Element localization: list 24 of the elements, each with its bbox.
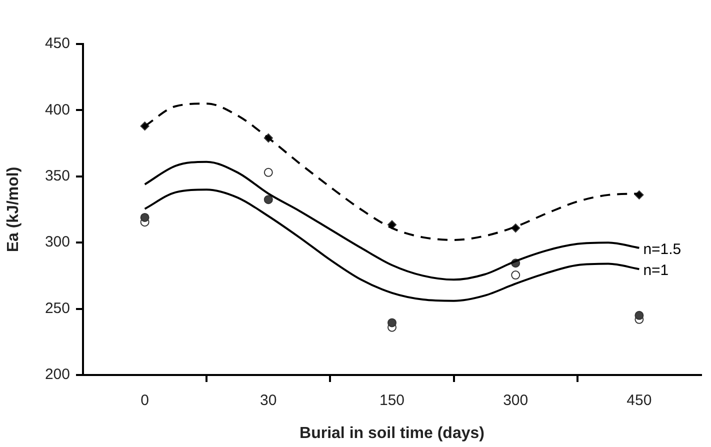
y-tick-label: 400	[44, 101, 70, 118]
point	[511, 224, 520, 233]
series-label: n=1.5	[643, 241, 682, 258]
point	[264, 195, 273, 204]
x-tick-label: 150	[379, 392, 405, 410]
series-label: n=1	[643, 262, 669, 280]
y-tick-label: 250	[44, 300, 70, 317]
y-tick-label: 200	[44, 366, 70, 384]
line-series	[144, 160, 640, 281]
x-tick-label: 30	[260, 392, 277, 410]
line-series	[144, 188, 640, 302]
y-tick-label: 350	[44, 168, 70, 185]
x-tick-label: 450	[626, 392, 652, 410]
x-axis-title: Burial in soil time (days)	[300, 424, 484, 442]
y-axis-title: Ea (kJ/mol)	[5, 166, 22, 252]
y-tick-label: 450	[44, 35, 70, 52]
y-tick-label: 300	[44, 234, 70, 251]
x-tick-label: 300	[503, 392, 528, 410]
point	[511, 270, 520, 280]
point	[140, 212, 150, 222]
point	[388, 318, 396, 328]
point	[634, 310, 644, 320]
point	[264, 168, 273, 177]
x-tick-label: 0	[140, 392, 149, 410]
